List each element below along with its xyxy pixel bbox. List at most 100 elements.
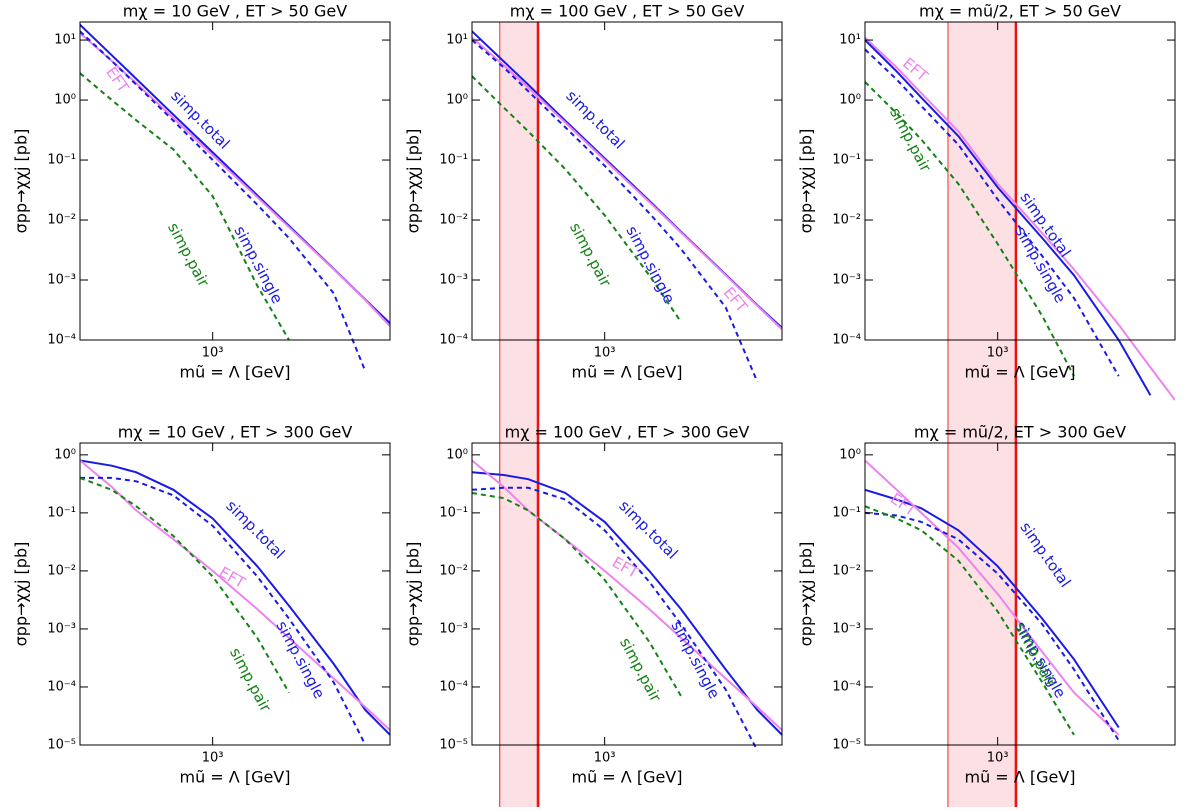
plot-frame [864, 21, 1176, 341]
y-tick-label: 10⁻¹ [832, 153, 861, 168]
y-axis-label: σpp→χχj [pb] [797, 129, 816, 234]
y-tick-label: 10¹ [446, 33, 468, 48]
curve-label: simp.pair [566, 220, 615, 291]
y-tick-label: 10¹ [54, 33, 76, 48]
series-line [472, 39, 759, 383]
y-tick-label: 10⁻¹ [47, 505, 76, 520]
panel-title: mχ = 10 GeV , ET > 50 GeV [123, 2, 347, 21]
curve-label: simp.single [272, 618, 328, 702]
curve-label: simp.single [622, 223, 678, 307]
series-line [865, 488, 1120, 729]
panel: simp.totalEFTsimp.singlesimp.pair10⁻⁵10⁻… [797, 423, 1176, 807]
y-tick-label: 10⁰ [446, 93, 468, 108]
y-axis-label: σpp→χχj [pb] [404, 542, 423, 647]
x-axis-label: mũ = Λ [GeV] [964, 363, 1075, 382]
x-axis-label: mũ = Λ [GeV] [571, 363, 682, 382]
y-tick-label: 10⁻¹ [47, 153, 76, 168]
series-line [865, 505, 1075, 736]
curve-label: simp.total [1016, 519, 1074, 591]
x-tick-label: 10³ [594, 751, 616, 766]
x-tick-label: 10³ [202, 346, 224, 361]
y-axis-label: σpp→χχj [pb] [404, 129, 423, 234]
curves [80, 459, 390, 746]
curve-label: simp.pair [1011, 620, 1060, 691]
y-tick-label: 10⁻⁴ [439, 333, 468, 348]
x-tick-label: 10³ [594, 346, 616, 361]
curve-label: EFT [102, 63, 133, 96]
curve-label: simp.total [222, 497, 288, 563]
series-line [865, 48, 1120, 377]
y-tick-label: 10⁻¹ [832, 505, 861, 520]
curve-label: simp.pair [886, 105, 935, 176]
shaded-band [499, 443, 538, 807]
series-line [80, 72, 290, 341]
panel-title: mχ = mũ/2, ET > 50 GeV [919, 2, 1121, 21]
x-axis-label: mũ = Λ [GeV] [179, 363, 290, 382]
plot-frame [79, 21, 391, 341]
series-line [865, 511, 1120, 741]
plot-frame [471, 21, 783, 341]
curves [865, 459, 1120, 741]
y-tick-label: 10⁻² [439, 563, 468, 578]
series-line [472, 36, 782, 331]
series-line [472, 459, 782, 731]
y-tick-label: 10⁰ [446, 447, 468, 462]
y-tick-label: 10⁻⁴ [47, 333, 76, 348]
panel-title: mχ = 100 GeV , ET > 300 GeV [505, 423, 750, 442]
panel: simp.totalEFTsimp.singlesimp.pair10⁻⁴10⁻… [12, 2, 391, 382]
plot-frame [79, 442, 391, 746]
series-line [80, 30, 367, 372]
curves [80, 23, 390, 372]
y-tick-label: 10⁻² [47, 213, 76, 228]
y-tick-label: 10⁰ [54, 93, 76, 108]
series-line [80, 476, 290, 694]
curves [472, 30, 782, 383]
y-tick-label: 10⁻⁵ [47, 738, 76, 753]
y-tick-label: 10⁻³ [439, 273, 468, 288]
curves [865, 36, 1175, 401]
x-axis-label: mũ = Λ [GeV] [179, 768, 290, 787]
y-tick-label: 10⁻³ [47, 621, 76, 636]
y-tick-label: 10⁰ [54, 447, 76, 462]
y-tick-label: 10⁻⁴ [439, 679, 468, 694]
y-tick-label: 10⁻³ [832, 273, 861, 288]
x-axis-label: mũ = Λ [GeV] [571, 768, 682, 787]
y-tick-label: 10⁻² [47, 563, 76, 578]
series-line [80, 32, 390, 327]
panel: simp.totalEFTsimp.singlesimp.pair10⁻⁵10⁻… [12, 423, 391, 787]
panel-title: mχ = 100 GeV , ET > 50 GeV [510, 2, 745, 21]
panel: simp.totalEFTsimp.singlesimp.pair10⁻⁵10⁻… [404, 423, 783, 807]
curves [472, 459, 782, 752]
series-line [472, 486, 759, 752]
y-tick-label: 10⁻⁴ [47, 679, 76, 694]
curve-label: simp.single [230, 223, 286, 307]
y-axis-label: σpp→χχj [pb] [797, 542, 816, 647]
y-tick-label: 10⁰ [839, 447, 861, 462]
series-line [472, 471, 782, 736]
series-line [80, 459, 390, 736]
series-line [865, 81, 1075, 377]
y-tick-label: 10⁻² [832, 213, 861, 228]
y-tick-label: 10⁻² [832, 563, 861, 578]
series-line [865, 459, 1120, 736]
series-line [865, 36, 1175, 401]
y-tick-label: 10⁻⁴ [832, 333, 861, 348]
x-tick-label: 10³ [987, 346, 1009, 361]
curve-label: simp.pair [164, 220, 213, 291]
y-tick-label: 10⁻³ [439, 621, 468, 636]
panel-title: mχ = mũ/2, ET > 300 GeV [914, 423, 1126, 442]
y-axis-label: σpp→χχj [pb] [12, 129, 31, 234]
x-axis-label: mũ = Λ [GeV] [964, 768, 1075, 787]
y-tick-label: 10⁻⁴ [832, 679, 861, 694]
plot-frame [471, 442, 783, 746]
y-tick-label: 10⁻⁵ [832, 738, 861, 753]
series-line [865, 39, 1152, 396]
y-tick-label: 10⁻¹ [439, 505, 468, 520]
curve-label: EFT [899, 54, 932, 86]
y-tick-label: 10⁻³ [47, 273, 76, 288]
curve-label: simp.pair [616, 635, 665, 706]
x-tick-label: 10³ [202, 751, 224, 766]
shaded-band [947, 443, 1016, 807]
y-tick-label: 10¹ [839, 33, 861, 48]
